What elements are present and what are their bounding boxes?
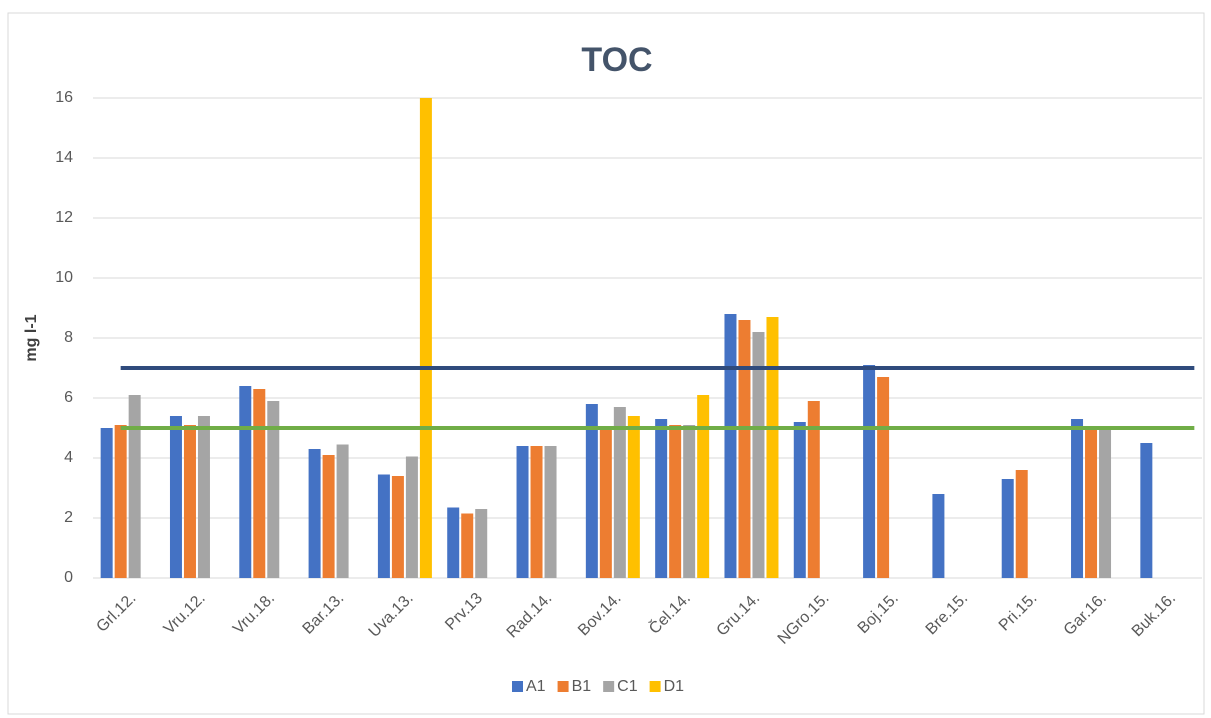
legend-label: A1 [526, 678, 546, 695]
legend-swatch [512, 681, 523, 692]
y-tick-label: 14 [55, 149, 73, 166]
bar [585, 404, 598, 578]
bar [683, 425, 696, 578]
bar [1140, 443, 1153, 578]
legend-swatch [649, 681, 661, 692]
legend-label: C1 [617, 678, 638, 695]
y-tick-label: 0 [64, 569, 73, 586]
bar [461, 513, 474, 578]
bar [516, 446, 529, 578]
bar [1001, 479, 1014, 578]
bar [544, 446, 557, 578]
bar [405, 456, 418, 578]
y-tick-label: 2 [64, 509, 73, 526]
y-tick-label: 4 [64, 449, 73, 466]
bar [793, 422, 806, 578]
bar [267, 401, 280, 578]
bar [100, 428, 113, 578]
bar [391, 476, 404, 578]
bar [655, 419, 668, 578]
bar [1085, 428, 1098, 578]
bar [1071, 419, 1084, 578]
bar [419, 98, 432, 578]
y-tick-label: 12 [55, 209, 73, 226]
bar [447, 507, 460, 578]
chart-border [7, 12, 1205, 715]
bar [253, 389, 266, 578]
bar [336, 444, 349, 578]
bar [697, 395, 710, 578]
bar [877, 377, 890, 578]
bar [322, 455, 335, 578]
bar [308, 449, 321, 578]
bar [197, 416, 210, 578]
bar [1015, 470, 1028, 578]
bar [752, 332, 765, 578]
bar [1099, 428, 1112, 578]
bar [738, 320, 751, 578]
bar [669, 425, 682, 578]
y-tick-label: 6 [64, 389, 73, 406]
bar [128, 395, 141, 578]
bar [114, 425, 127, 578]
y-tick-label: 10 [55, 269, 73, 286]
bar [766, 317, 779, 578]
bar [530, 446, 543, 578]
chart-title: TOC [581, 41, 652, 79]
bar [863, 365, 876, 578]
legend-label: B1 [572, 678, 592, 695]
legend-label: D1 [664, 678, 685, 695]
y-tick-label: 8 [64, 329, 73, 346]
bar [475, 509, 488, 578]
y-tick-label: 16 [55, 89, 73, 106]
legend-swatch [557, 681, 569, 692]
bar [627, 416, 640, 578]
bar [183, 425, 196, 578]
bar [169, 416, 182, 578]
bar [239, 386, 252, 578]
bar [613, 407, 626, 578]
bar [807, 401, 820, 578]
bar [377, 474, 390, 578]
bar [724, 314, 737, 578]
bar [932, 494, 945, 578]
y-axis-label: mg l-1 [23, 314, 40, 361]
legend-swatch [603, 681, 615, 692]
bar [599, 426, 612, 578]
